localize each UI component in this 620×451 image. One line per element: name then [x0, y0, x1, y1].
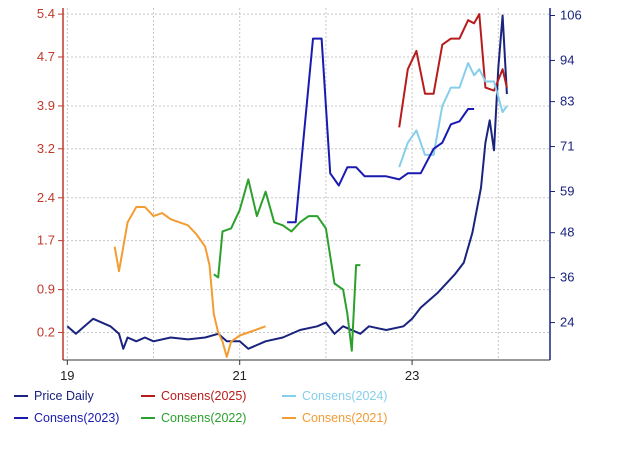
- legend-swatch: [141, 395, 155, 397]
- x-axis-ticks: 19 21 23: [60, 360, 419, 383]
- series-line-price-daily: [66, 14, 508, 350]
- right-tick-label: 94: [560, 52, 574, 67]
- series-line-consens-2022: [213, 178, 361, 352]
- legend-label: Consens(2025): [161, 389, 247, 403]
- legend-label: Consens(2023): [34, 411, 120, 425]
- axes: [62, 8, 551, 361]
- series-line-consens-2023: [287, 37, 475, 224]
- legend-label: Consens(2024): [302, 389, 388, 403]
- right-axis-ticks: 106 94 83 71 59 48 36 24: [550, 7, 582, 330]
- series-line-consens-2021: [113, 206, 266, 358]
- legend-label: Price Daily: [34, 389, 94, 403]
- left-tick-label: 3.9: [37, 98, 55, 113]
- left-tick-label: 5.4: [37, 6, 55, 21]
- legend-swatch: [141, 417, 155, 419]
- legend-item: Consens(2023): [14, 408, 119, 428]
- grid: [63, 8, 550, 360]
- legend: Price Daily Consens(2025) Consens(2024) Con…: [14, 386, 494, 434]
- series-lines: [66, 13, 508, 358]
- legend-label: Consens(2022): [161, 411, 247, 425]
- right-tick-label: 106: [560, 7, 582, 22]
- right-tick-label: 83: [560, 94, 574, 109]
- series-line-consens-2025: [398, 13, 508, 128]
- legend-item: Consens(2021): [282, 408, 387, 428]
- series-line-consens-2024: [398, 62, 508, 168]
- right-tick-label: 36: [560, 270, 574, 285]
- left-tick-label: 0.9: [37, 282, 55, 297]
- x-tick-label: 23: [405, 368, 419, 383]
- left-tick-label: 3.2: [37, 141, 55, 156]
- left-axis-ticks: 5.4 4.7 3.9 3.2 2.4 1.7 0.9 0.2: [37, 6, 63, 339]
- legend-item: Consens(2024): [282, 386, 387, 406]
- legend-item: Consens(2022): [141, 408, 246, 428]
- legend-swatch: [282, 395, 296, 397]
- right-tick-label: 48: [560, 225, 574, 240]
- legend-swatch: [14, 417, 28, 419]
- right-tick-label: 24: [560, 315, 574, 330]
- x-tick-label: 21: [232, 368, 246, 383]
- legend-swatch: [282, 417, 296, 419]
- left-tick-label: 0.2: [37, 324, 55, 339]
- plot-area: [63, 8, 550, 360]
- x-tick-label: 19: [60, 368, 74, 383]
- legend-swatch: [14, 395, 28, 397]
- legend-label: Consens(2021): [302, 411, 388, 425]
- left-tick-label: 4.7: [37, 49, 55, 64]
- legend-item: Price Daily: [14, 386, 94, 406]
- right-tick-label: 59: [560, 183, 574, 198]
- right-tick-label: 71: [560, 139, 574, 154]
- left-tick-label: 2.4: [37, 190, 55, 205]
- left-tick-label: 1.7: [37, 233, 55, 248]
- legend-item: Consens(2025): [141, 386, 246, 406]
